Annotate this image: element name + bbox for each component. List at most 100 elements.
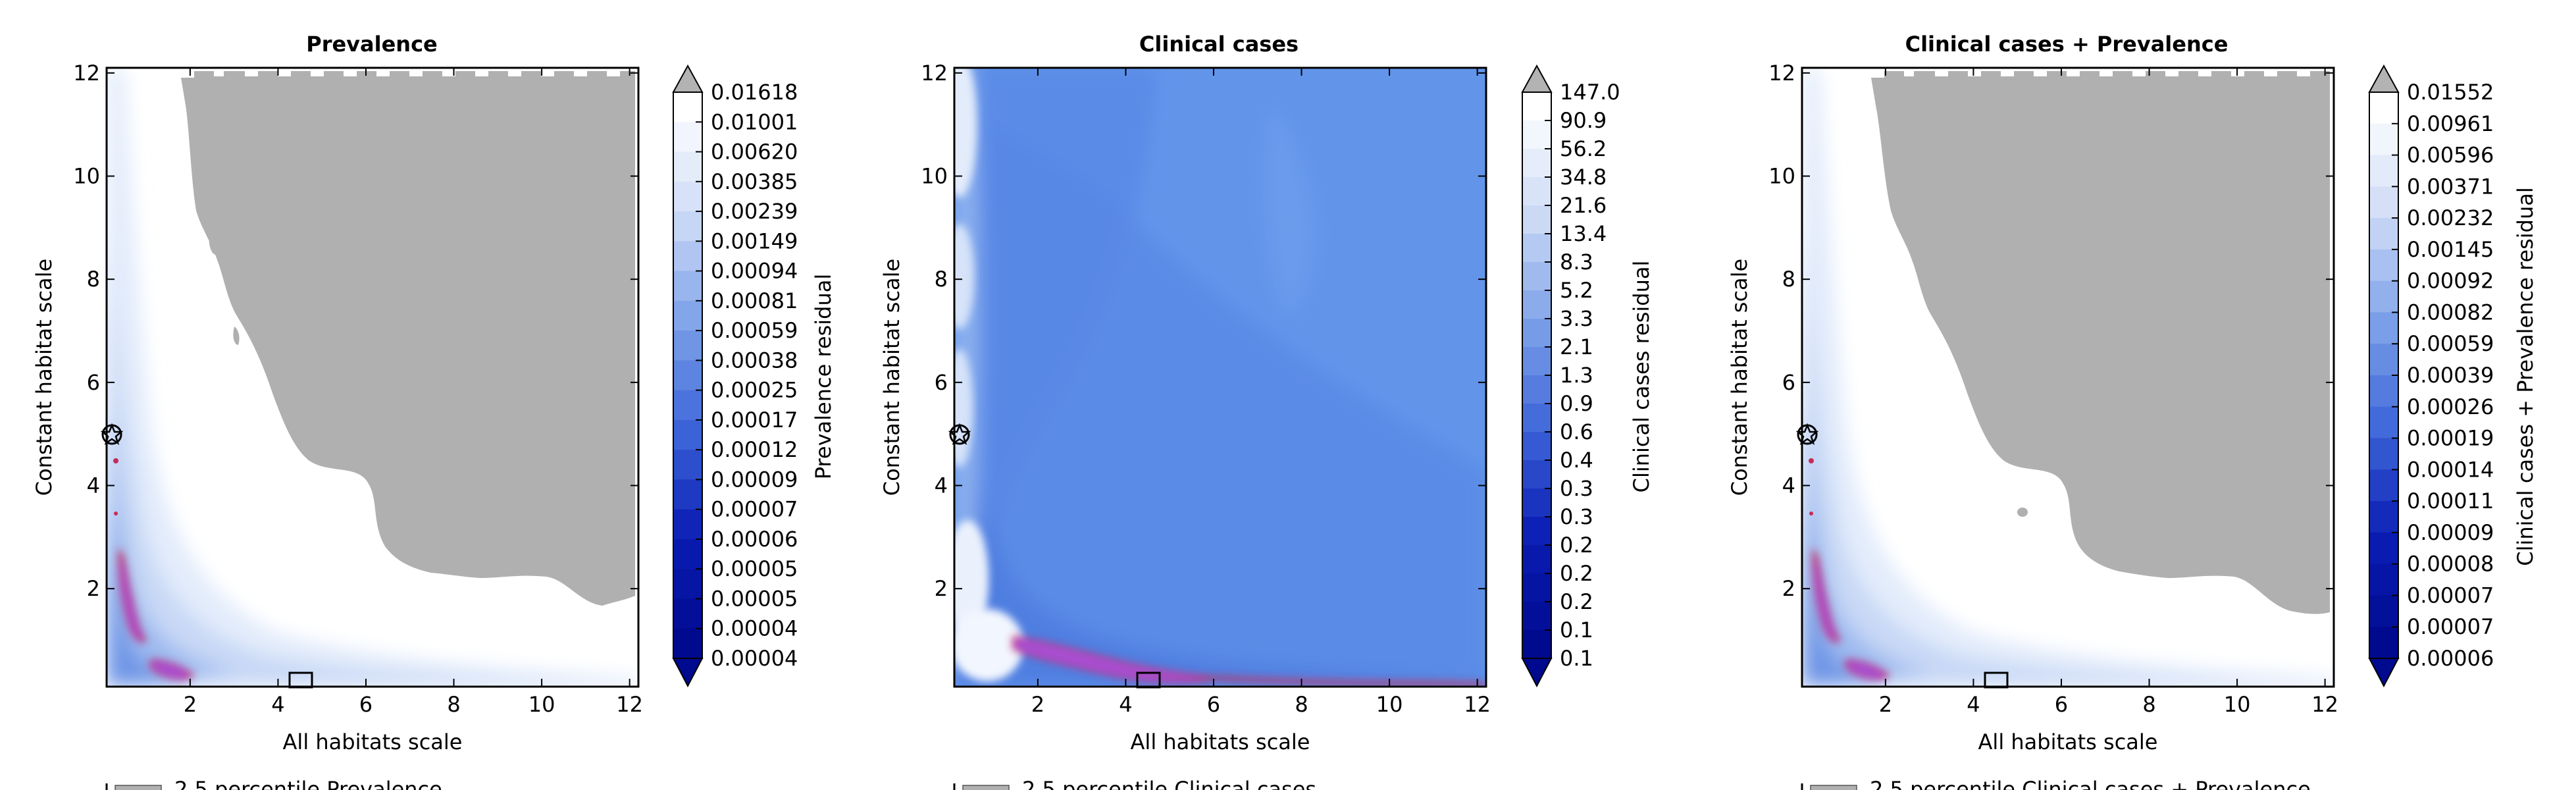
star-marker — [1795, 423, 1819, 445]
colorbar-tick-label: 0.00371 — [2407, 174, 2494, 199]
colorbar-band — [1522, 630, 1551, 659]
chart-title: Prevalence — [306, 32, 438, 57]
x-axis-label: All habitats scale — [1978, 729, 2158, 754]
y-tick-label: 10 — [73, 164, 100, 189]
colorbar-tick-label: 8.3 — [1560, 250, 1593, 275]
svg-text:2.5 percentile Clinical cases: 2.5 percentile Clinical cases — [1022, 777, 1316, 790]
red-dot — [114, 512, 118, 515]
colorbar-tick-label: 0.00004 — [711, 646, 798, 671]
star-marker — [100, 423, 124, 445]
colorbar-tick-label: 56.2 — [1560, 136, 1607, 161]
legend-partial: 2.5 percentile Prevalence — [105, 777, 442, 790]
colorbar-band — [673, 509, 702, 540]
x-tick-label: 12 — [1464, 692, 1491, 717]
y-axis-label: Constant habitat scale — [879, 259, 904, 496]
y-tick-label: 2 — [87, 576, 100, 601]
colorbar-band — [2369, 406, 2398, 439]
colorbar-tick-label: 0.00006 — [2407, 646, 2494, 671]
colorbar-tick-label: 0.01552 — [2407, 80, 2494, 105]
x-tick-label: 6 — [359, 692, 373, 717]
colorbar-tick-label: 0.1 — [1560, 618, 1593, 643]
colorbar-tick-label: 0.00019 — [2407, 426, 2494, 451]
colorbar-band — [2369, 186, 2398, 219]
x-tick-label: 2 — [1031, 692, 1044, 717]
colorbar-band — [1522, 517, 1551, 546]
x-tick-label: 6 — [2055, 692, 2068, 717]
colorbar-band — [673, 122, 702, 153]
colorbar-tick-label: 5.2 — [1560, 278, 1593, 303]
colorbar-band — [1522, 545, 1551, 574]
x-tick-label: 12 — [616, 692, 643, 717]
plot-area — [954, 68, 1486, 687]
colorbar-band — [2369, 123, 2398, 156]
colorbar-band — [1522, 404, 1551, 433]
colorbar-label: Clinical cases + Prevalence residual — [2513, 187, 2538, 566]
colorbar-label: Clinical cases residual — [1629, 261, 1654, 493]
colorbar-band — [673, 598, 702, 629]
y-tick-label: 10 — [1768, 164, 1795, 189]
colorbar-tick-label: 147.0 — [1560, 80, 1620, 105]
y-axis-label: Constant habitat scale — [32, 259, 57, 496]
colorbar-tick-label: 3.3 — [1560, 306, 1593, 331]
colorbar-tick-label: 2.1 — [1560, 334, 1593, 359]
square-marker — [288, 672, 313, 689]
legend-partial: 2.5 percentile Clinical cases — [953, 777, 1316, 790]
colorbar-tick-label: 0.00961 — [2407, 111, 2494, 136]
colorbar-band — [1522, 290, 1551, 319]
y-tick-label: 8 — [87, 267, 100, 292]
colorbar-band — [673, 330, 702, 361]
colorbar-band — [1522, 347, 1551, 376]
colorbar-band — [2369, 595, 2398, 627]
colorbar-band — [1522, 177, 1551, 206]
colorbar-band — [1522, 319, 1551, 348]
colorbar-band — [673, 479, 702, 510]
x-tick-label: 4 — [271, 692, 284, 717]
colorbar-band — [673, 211, 702, 242]
colorbar-tick-label: 34.8 — [1560, 165, 1607, 190]
colorbar-tick-label: 0.00385 — [711, 169, 798, 194]
colorbar-band — [1522, 432, 1551, 461]
panel-clinical-cases: Clinical cases 2 4 6 8 10 1 — [879, 32, 1654, 790]
colorbar-tick-label: 0.00007 — [2407, 583, 2494, 608]
red-dot — [113, 458, 118, 463]
y-tick-label: 6 — [87, 370, 100, 395]
colorbar-extend-top — [672, 64, 704, 93]
axes: 2 4 6 8 10 12 2 4 6 8 10 12 — [73, 61, 643, 717]
y-tick-label: 6 — [935, 370, 948, 395]
colorbar-band — [2369, 280, 2398, 313]
x-tick-label: 2 — [1879, 692, 1892, 717]
colorbar-band — [673, 419, 702, 450]
colorbar-tick-label: 0.6 — [1560, 419, 1593, 444]
colorbar-band — [2369, 564, 2398, 596]
colorbar-band — [1522, 375, 1551, 404]
colorbar-band — [1522, 205, 1551, 234]
colorbar-tick-label: 0.4 — [1560, 448, 1593, 473]
colorbar-band — [2369, 375, 2398, 408]
contour-fill — [107, 68, 638, 687]
colorbar-band — [1522, 92, 1551, 121]
x-tick-label: 8 — [2142, 692, 2155, 717]
colorbar-tick-label: 0.1 — [1560, 646, 1593, 671]
colorbar-tick-label: 0.3 — [1560, 476, 1593, 501]
colorbar-label: Prevalence residual — [811, 274, 836, 480]
y-tick-label: 2 — [935, 576, 948, 601]
colorbar-band — [2369, 155, 2398, 187]
colorbar-tick-label: 0.00239 — [711, 199, 798, 224]
colorbar-tick-label: 0.00014 — [2407, 457, 2494, 482]
colorbar-tick-label: 0.9 — [1560, 391, 1593, 416]
colorbar: 147.0 90.9 56.2 34.8 21.6 13.4 8.3 5.2 3.3 2.1 1.3… — [1521, 64, 1620, 688]
colorbar-band — [2369, 312, 2398, 344]
colorbar-tick-label: 0.00094 — [711, 259, 798, 284]
colorbar-frame — [673, 92, 703, 659]
plot-area — [107, 68, 638, 687]
colorbar-band — [1522, 262, 1551, 291]
colorbar-band — [2369, 249, 2398, 282]
colorbar-extend-bottom — [1521, 658, 1553, 688]
plot-frame — [105, 66, 640, 688]
y-tick-label: 2 — [1782, 576, 1795, 601]
colorbar-band — [673, 271, 702, 302]
plot-area — [1802, 68, 2334, 687]
colorbar-tick-label: 0.00620 — [711, 140, 798, 165]
colorbar-band — [673, 181, 702, 212]
